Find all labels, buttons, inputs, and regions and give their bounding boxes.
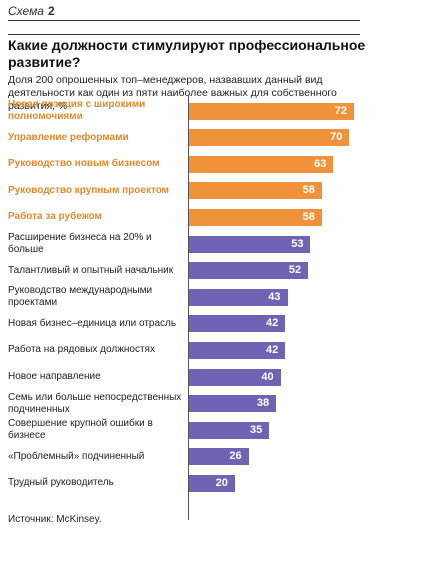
category-label: Руководство новым бизнесом bbox=[8, 158, 160, 170]
bar: 52 bbox=[189, 262, 309, 280]
category-label: Руководство международными проектами bbox=[8, 285, 153, 309]
scheme-label-text: Схема bbox=[8, 4, 44, 18]
bar-value-label: 40 bbox=[261, 370, 274, 383]
bar: 42 bbox=[189, 341, 286, 359]
bar: 35 bbox=[189, 421, 270, 439]
bar-value-label: 52 bbox=[288, 264, 302, 277]
bar-value-label: 53 bbox=[291, 237, 304, 250]
bar-value-label: 58 bbox=[302, 184, 315, 197]
bar: 42 bbox=[189, 315, 286, 333]
bar-value-label: 42 bbox=[266, 343, 279, 356]
top-rule bbox=[8, 20, 360, 21]
category-label: Семь или больше непосредственных подчине… bbox=[8, 391, 182, 415]
source-note: Источник: McKinsey. bbox=[8, 514, 102, 525]
category-label: Новая бизнес–единица или отрасль bbox=[8, 317, 177, 329]
bar: 20 bbox=[189, 474, 235, 492]
bar-value-label: 58 bbox=[302, 210, 315, 223]
category-label: Руководство крупным проектом bbox=[8, 184, 170, 196]
bar-value-label: 72 bbox=[334, 104, 347, 117]
bar-value-label: 63 bbox=[314, 157, 327, 170]
category-label: Совершение крупной ошибки в бизнесе bbox=[8, 418, 153, 442]
bar: 58 bbox=[189, 208, 322, 226]
scheme-number: 2 bbox=[47, 4, 55, 18]
category-label: Талантливый и опытный начальник bbox=[8, 264, 174, 276]
category-label: Расширение бизнеса на 20% и больше bbox=[8, 232, 152, 255]
category-label: «Проблемный» подчиненный bbox=[8, 450, 145, 462]
bar: 70 bbox=[189, 129, 350, 147]
bar: 72 bbox=[189, 102, 354, 120]
category-label: Новое направление bbox=[8, 371, 101, 382]
bar: 40 bbox=[189, 368, 281, 386]
bar-value-label: 43 bbox=[268, 290, 281, 303]
chart-subtitle: Доля 200 опрошенных топ–менеджеров, назв… bbox=[8, 74, 337, 112]
bar-value-label: 35 bbox=[249, 423, 263, 436]
bar: 58 bbox=[189, 182, 322, 200]
category-label: Трудный руководитель bbox=[8, 477, 114, 489]
bar: 26 bbox=[189, 448, 249, 466]
bar: 63 bbox=[189, 155, 334, 173]
bar-value-label: 26 bbox=[229, 450, 242, 463]
bar-value-label: 70 bbox=[330, 131, 343, 144]
category-label: Работа за рубежом bbox=[8, 211, 102, 223]
bar-value-label: 42 bbox=[266, 317, 279, 330]
axis-line bbox=[188, 96, 189, 520]
category-label: Работа на рядовых должностях bbox=[8, 344, 155, 356]
title-rule bbox=[8, 34, 360, 35]
category-label: Новая позиция с широкими полномочиями bbox=[8, 99, 146, 122]
bar-value-label: 38 bbox=[256, 397, 270, 410]
bar: 53 bbox=[189, 235, 311, 253]
chart-title: Какие должности стимулируют профессионал… bbox=[8, 37, 366, 70]
category-label: Управление реформами bbox=[8, 131, 129, 143]
scheme-label: Схема 2 bbox=[8, 4, 55, 18]
bar: 43 bbox=[189, 288, 288, 306]
bar-value-label: 20 bbox=[215, 476, 228, 489]
bar: 38 bbox=[189, 395, 277, 413]
